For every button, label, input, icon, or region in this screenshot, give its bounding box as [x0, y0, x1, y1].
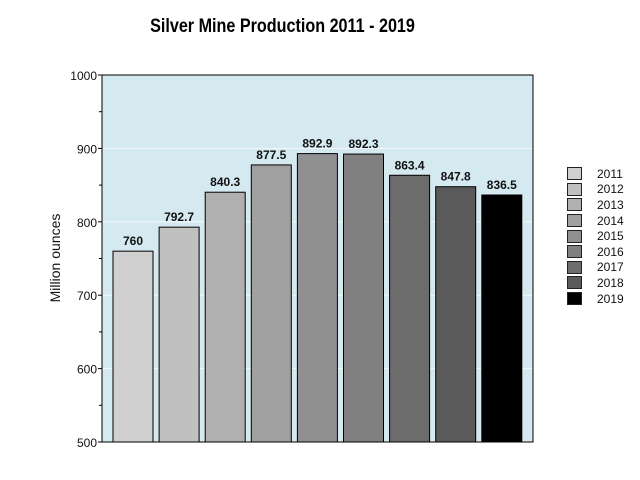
- legend-swatch: [567, 245, 582, 259]
- bar-2018: [435, 186, 477, 443]
- bar-2016: [343, 153, 384, 443]
- legend-label: 2016: [597, 244, 624, 259]
- legend: 2011 2012 2013 2014 2015 2016 2017 2018 2019: [567, 166, 624, 306]
- legend-swatch: [567, 167, 582, 181]
- legend-label: 2014: [597, 213, 624, 228]
- legend-swatch: [567, 260, 582, 274]
- legend-item: 2014: [567, 213, 624, 229]
- legend-swatch: [567, 182, 582, 196]
- bar-2013: [204, 191, 246, 443]
- legend-item: 2016: [567, 244, 624, 260]
- legend-swatch: [567, 214, 582, 228]
- data-label: 760: [123, 234, 143, 248]
- plot-border: [101, 74, 534, 443]
- bar-2015: [296, 153, 338, 443]
- y-tick-label: 900: [77, 142, 97, 156]
- bar-2012: [158, 226, 200, 443]
- bar-2019: [481, 194, 523, 443]
- legend-label: 2015: [597, 229, 624, 244]
- legend-item: 2011: [567, 166, 624, 182]
- legend-swatch: [567, 292, 582, 306]
- bar-2014: [250, 164, 292, 443]
- legend-item: 2017: [567, 260, 624, 276]
- data-label: 836.5: [487, 178, 517, 192]
- data-label: 877.5: [256, 148, 286, 162]
- y-tick-label: 1000: [70, 69, 97, 83]
- legend-label: 2017: [597, 260, 624, 275]
- legend-label: 2019: [597, 291, 624, 306]
- data-label: 792.7: [164, 210, 194, 224]
- legend-item: 2018: [567, 275, 624, 291]
- legend-label: 2013: [597, 197, 624, 212]
- bar-2011: [112, 250, 154, 443]
- legend-label: 2011: [597, 166, 623, 181]
- legend-swatch: [567, 276, 582, 290]
- y-tick-label: 600: [77, 363, 97, 377]
- data-label: 892.9: [302, 137, 332, 151]
- legend-swatch: [567, 198, 582, 212]
- y-tick-label: 500: [77, 436, 97, 450]
- legend-item: 2013: [567, 197, 624, 213]
- legend-swatch: [567, 229, 582, 243]
- chart-title: Silver Mine Production 2011 - 2019: [150, 16, 415, 37]
- data-label: 847.8: [441, 170, 471, 184]
- legend-label: 2018: [597, 275, 624, 290]
- legend-item: 2012: [567, 182, 624, 198]
- data-label: 840.3: [210, 175, 240, 189]
- legend-item: 2019: [567, 291, 624, 307]
- y-tick-label: 800: [77, 216, 97, 230]
- data-label: 892.3: [348, 137, 378, 151]
- bar-2017: [389, 174, 431, 443]
- legend-item: 2015: [567, 228, 624, 244]
- data-label: 863.4: [395, 158, 425, 172]
- y-tick-label: 700: [77, 289, 97, 303]
- legend-label: 2012: [597, 182, 624, 197]
